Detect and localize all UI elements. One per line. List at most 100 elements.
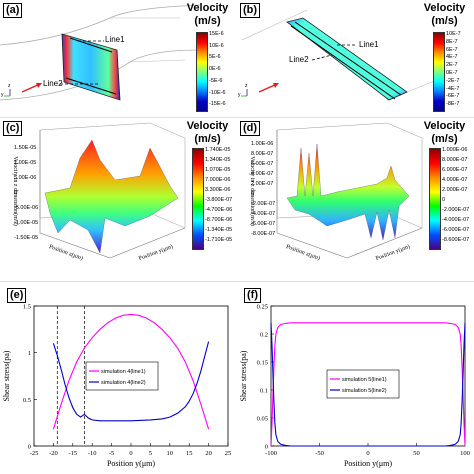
x-tick-label: -15 [68, 450, 77, 457]
y-tick-label: 0.5 [23, 397, 31, 404]
z-tick: 0 [14, 190, 18, 196]
panel-d: (d) Velocity in z dimension(m/s) 1.00E-0… [237, 118, 474, 278]
panel-a: (a) Line1 Line2 y z Velocity (m/s) 15E-6… [0, 0, 237, 117]
z-tick: -8.00E-07 [251, 231, 276, 237]
z-tick: 8.00E-07 [251, 151, 274, 157]
line1-marker [294, 21, 402, 96]
panel-c-surface-plot [39, 122, 186, 259]
y-tick-label: 0 [28, 444, 31, 451]
colorbar-tick: -6.000E-07 [442, 227, 470, 233]
flow-arrow-head [273, 83, 279, 88]
colorbar-tick: -5E-6 [209, 77, 223, 84]
panel-c: (c) Velocity in z dimension(m/s) 1.50E-0… [0, 118, 237, 278]
colorbar [429, 148, 441, 250]
panel-f: -100 -50 0 50 100 0 0.05 0.1 0.15 0.2 0.25 Position… [237, 284, 474, 474]
panel-tag: (e) [7, 288, 27, 303]
colorbar-tick: -2.000E-07 [442, 207, 470, 213]
z-axis-ticks: 1.00E-06 8.00E-07 6.00E-07 4.00E-07 2.00… [251, 141, 277, 242]
legend-label: simulation 5(line2) [342, 388, 387, 394]
3d-box-edge [346, 227, 423, 259]
z-tick: 1.50E-05 [14, 145, 37, 151]
colorbar-tick: 4E-7 [446, 54, 458, 61]
velocity-surface [286, 17, 408, 101]
y-axis-label: Shear stress(pa) [239, 350, 248, 401]
x-tick-label: -10 [88, 450, 97, 457]
colorbar-tick: -4E-7 [446, 85, 460, 92]
legend-label: simulation 5(line1) [342, 377, 387, 383]
line1-label: Line1 [105, 35, 125, 44]
colorbar-tick: -6E-7 [446, 93, 460, 100]
colorbar-tick: -1.340E-05 [205, 227, 233, 233]
y-tick-label: 0.05 [257, 416, 268, 423]
colorbar-ticks: 1.000E-06 8.000E-07 6.000E-07 4.000E-07 … [442, 147, 474, 248]
colorbar-ticks: 10E-7 8E-7 6E-7 4E-7 2E-7 0E-7 -2E-7 -4E… [446, 31, 474, 110]
z-tick: 4.00E-07 [251, 171, 274, 177]
x-tick-label: 5 [149, 450, 152, 457]
panel-tag: (f) [244, 288, 261, 303]
series-line-2 [270, 322, 466, 447]
legend-label: simulation 4(line2) [101, 380, 146, 386]
colorbar-tick: 7.000E-06 [205, 177, 231, 183]
panel-tag: (a) [3, 3, 23, 18]
x-tick-label: 0 [129, 450, 132, 457]
colorbar-tick: -3.800E-07 [205, 197, 233, 203]
velocity-unit: (m/s) [431, 15, 458, 27]
velocity-surface [61, 33, 121, 101]
panel-f-line-chart: -100 -50 0 50 100 0 0.05 0.1 0.15 0.2 0.25 Position… [239, 304, 470, 469]
panel-b: (b) Line1 Line2 y z Velocity (m/s) 10E-7… [237, 0, 474, 117]
velocity-title: Velocity (m/s) [417, 120, 472, 146]
x-tick-label: 10 [167, 450, 174, 457]
colorbar-tick: -15E-6 [209, 101, 226, 108]
colorbar-tick: 1.000E-06 [442, 147, 468, 153]
3d-box-edge [109, 227, 186, 259]
colorbar-tick: -4.000E-07 [442, 217, 470, 223]
colorbar [196, 32, 208, 112]
z-tick: 1.00E-06 [251, 141, 274, 147]
colorbar-tick: 5E-6 [209, 54, 221, 61]
velocity-title-text: Velocity [423, 2, 466, 14]
channel-wall-curve [110, 17, 186, 63]
colorbar-tick: 6.000E-07 [442, 167, 468, 173]
axis-y-label: y [1, 92, 4, 98]
flow-arrow-head [36, 83, 42, 88]
3d-box-edge [39, 232, 111, 259]
colorbar-ticks: 15E-6 10E-6 5E-6 0E-6 -5E-6 -10E-6 -15E-… [209, 31, 237, 110]
colorbar-tick: 0 [442, 197, 446, 203]
panel-a-geometry [0, 4, 201, 101]
panel-tag: (d) [240, 121, 261, 136]
colorbar-tick: 0E-7 [446, 70, 458, 76]
z-tick: -1.00E-05 [14, 220, 39, 226]
y-tick-label: 1 [28, 350, 31, 357]
velocity-unit: (m/s) [194, 133, 221, 145]
colorbar-tick: -8E-7 [446, 101, 460, 108]
series-line-1 [270, 322, 466, 447]
colorbar-tick: -2E-7 [446, 77, 460, 84]
line1-marker [69, 37, 113, 53]
x-tick-label: -20 [49, 450, 58, 457]
colorbar-tick: 3.300E-06 [205, 187, 231, 193]
row-divider [0, 281, 474, 282]
x-tick-label: -5 [109, 450, 114, 457]
colorbar-tick: 15E-6 [209, 31, 224, 37]
velocity-unit: (m/s) [431, 133, 458, 145]
colorbar [192, 148, 204, 250]
y-tick-label: 0 [265, 444, 268, 451]
colorbar-tick: -1.710E-05 [205, 237, 233, 243]
legend-box [326, 369, 400, 399]
velocity-title-text: Velocity [423, 120, 466, 132]
panel-tag: (b) [240, 3, 261, 18]
line2-marker [290, 25, 396, 100]
velocity-title-text: Velocity [186, 2, 229, 14]
x-axis-label: Position y(μm) [344, 459, 392, 468]
colorbar-tick: 0E-6 [209, 66, 221, 73]
z-tick: 6.00E-07 [251, 161, 274, 167]
colorbar-tick: -8.600E-07 [442, 237, 470, 243]
z-tick: -4.00E-07 [251, 211, 276, 217]
axis-y-label: y [238, 92, 241, 98]
velocity-unit: (m/s) [194, 15, 221, 27]
velocity-surface [286, 143, 410, 241]
x-tick-label: -50 [315, 450, 324, 457]
colorbar-tick: 2.000E-07 [442, 187, 468, 193]
z-tick: 2.00E-07 [251, 181, 274, 187]
z-axis-ticks: 1.50E-05 1.00E-05 5.00E-06 0 -5.00E-06 -… [14, 145, 40, 246]
